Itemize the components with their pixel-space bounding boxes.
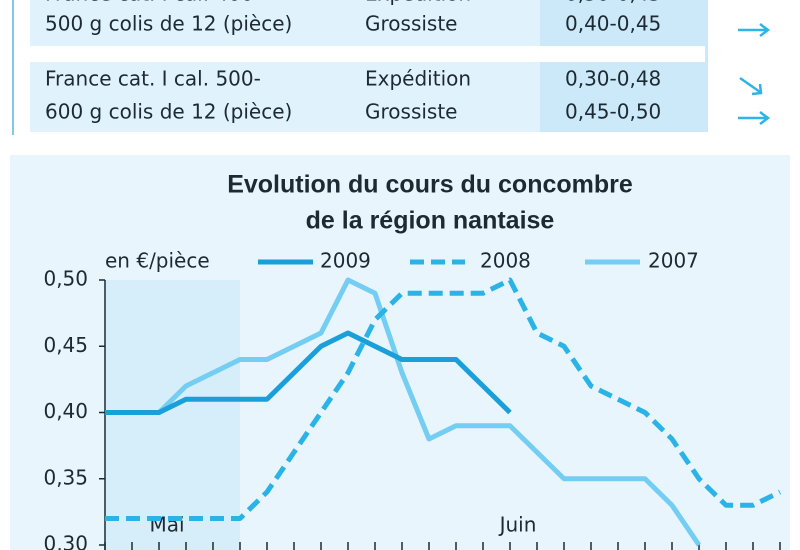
table-cell: 600 g colis de 12 (pièce) — [45, 100, 292, 124]
y-tick-label: 0,35 — [43, 465, 88, 489]
table-cell: France cat. I cal. 500- — [45, 67, 261, 91]
y-tick-label: 0,50 — [43, 267, 88, 291]
x-tick-label: Juin — [498, 513, 537, 537]
table-cell: Grossiste — [365, 100, 457, 124]
chart-title: de la région nantaise — [306, 207, 555, 235]
series-line — [105, 277, 782, 521]
table-cell: Expédition — [365, 0, 471, 6]
row-gap — [30, 46, 705, 62]
y-axis-label: en €/pièce — [105, 249, 210, 273]
y-tick-label: 0,45 — [43, 333, 88, 357]
table-cell: 0,30-0,45 — [565, 0, 661, 6]
trend-arrows — [738, 23, 771, 125]
table-cell: France cat. I cal. 400- — [45, 0, 261, 6]
table-cell: 0,45-0,50 — [565, 100, 661, 124]
legend-label: 2009 — [320, 249, 371, 273]
y-tick-label: 0,30 — [43, 532, 88, 550]
series-line — [105, 277, 702, 547]
table-cell: 500 g colis de 12 (pièce) — [45, 12, 292, 36]
y-tick-label: 0,40 — [43, 399, 88, 423]
price-column-bg — [540, 0, 708, 132]
legend-label: 2007 — [648, 249, 699, 273]
chart-title: Evolution du cours du concombre — [227, 171, 633, 199]
legend-label: 2008 — [480, 249, 531, 273]
series-line — [105, 330, 512, 415]
table-cell: 0,40-0,45 — [565, 12, 661, 36]
table-cell: 0,30-0,48 — [565, 67, 661, 91]
table-cell: Grossiste — [365, 12, 457, 36]
table-cell: Expédition — [365, 67, 471, 91]
